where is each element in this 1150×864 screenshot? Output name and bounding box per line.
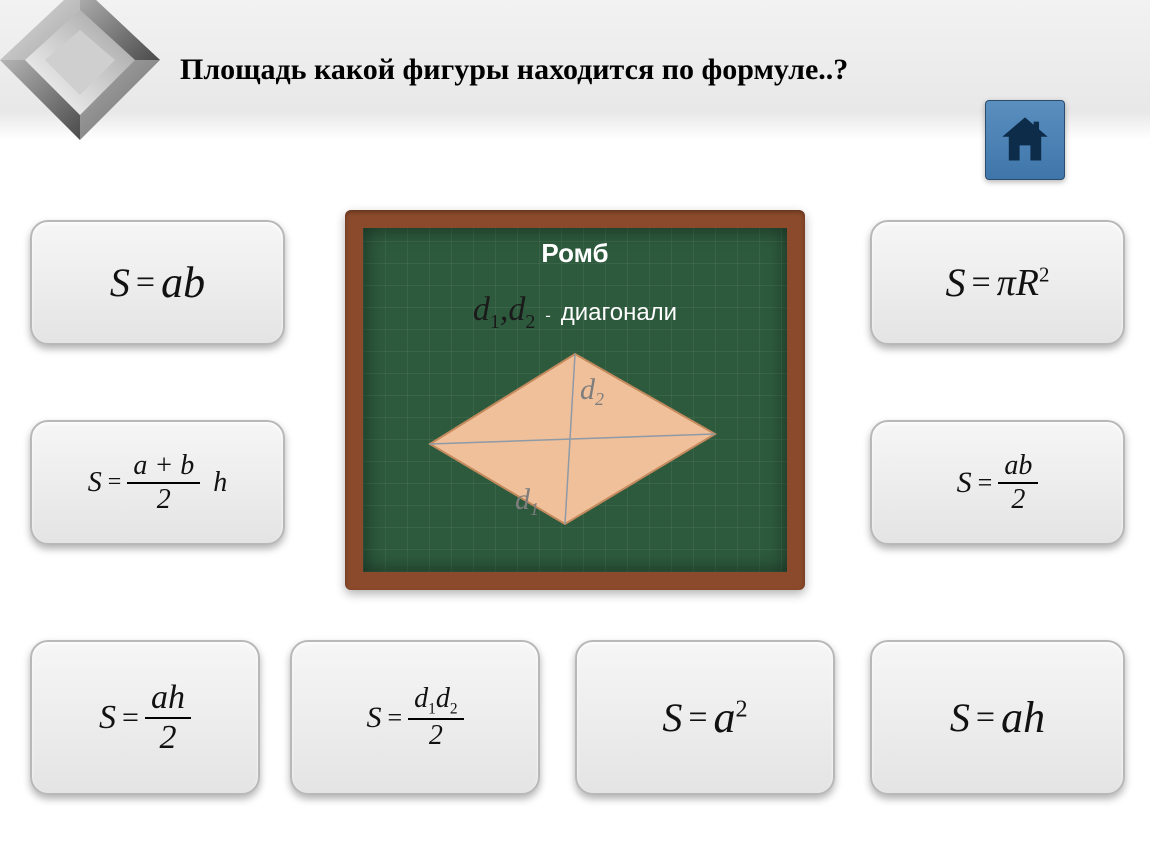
home-icon [998,113,1052,167]
formula-card-f-trap[interactable]: S=a + b2 h [30,420,285,545]
page-title: Площадь какой фигуры находится по формул… [180,53,848,87]
formula-f-a2: S=a2 [662,692,747,743]
formula-f-trap: S=a + b2 h [88,450,227,516]
rhombus-figure: d2 d1 [425,344,725,534]
diagonal-symbols: d1,d2 [473,291,536,334]
logo-3d-icon [0,0,180,180]
formula-card-f-ah2[interactable]: S=ah2 [30,640,260,795]
home-button[interactable] [985,100,1065,180]
formula-f-ab2: S=ab2 [957,450,1039,516]
caption-dash: - [545,307,550,325]
formula-card-f-ah[interactable]: S=ah [870,640,1125,795]
formula-card-f-ab2[interactable]: S=ab2 [870,420,1125,545]
formula-f-ah2: S=ah2 [99,679,191,757]
formula-card-f-d1d2[interactable]: S=d1d22 [290,640,540,795]
formula-card-f-piR2[interactable]: S=πR2 [870,220,1125,345]
formula-f-ah: S=ah [950,692,1045,743]
chalkboard: Ромб d1,d2 - диагонали d2 d1 [345,210,805,590]
formula-f-ab: S=ab [110,257,205,308]
chalkboard-surface: Ромб d1,d2 - диагонали d2 d1 [363,228,787,572]
shape-name: Ромб [541,238,608,269]
formula-card-f-a2[interactable]: S=a2 [575,640,835,795]
formula-card-f-ab[interactable]: S=ab [30,220,285,345]
diagonals-caption: d1,d2 - диагонали [473,291,677,334]
caption-word: диагонали [561,299,677,327]
formula-f-piR2: S=πR2 [946,259,1050,306]
formula-f-d1d2: S=d1d22 [366,683,463,753]
